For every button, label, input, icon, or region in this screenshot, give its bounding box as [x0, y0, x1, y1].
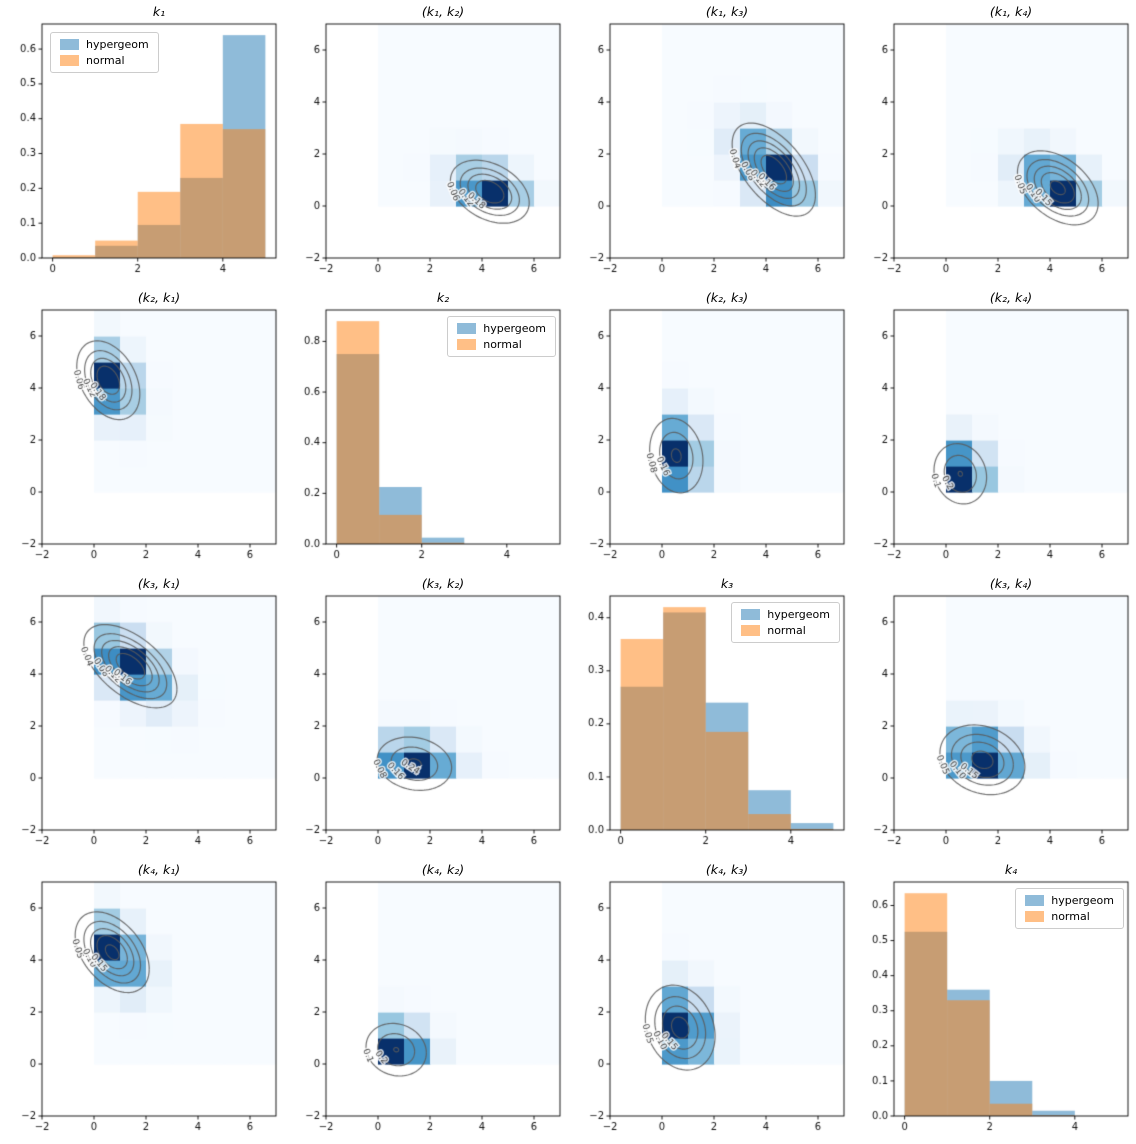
plot-canvas-k3-k4 — [852, 572, 1136, 858]
plot-title-k4-k2: (k₄, k₂) — [421, 862, 465, 877]
plot-title-k1-k3: (k₁, k₃) — [705, 4, 749, 19]
subplot-k4-k1: (k₄, k₁) — [0, 858, 284, 1144]
legend-swatch-hypergeom — [60, 39, 79, 50]
subplot-k2-k3: (k₂, k₃) — [568, 286, 852, 572]
subplot-k4: k₄ hypergeom normal — [852, 858, 1136, 1144]
plot-title-k2-k3: (k₂, k₃) — [705, 290, 749, 305]
subplot-k4-k2: (k₄, k₂) — [284, 858, 568, 1144]
plot-title-k2-k4: (k₂, k₄) — [989, 290, 1033, 305]
plot-title-k1-k4: (k₁, k₄) — [989, 4, 1033, 19]
legend-label-normal: normal — [86, 54, 125, 67]
subplot-k2: k₂ hypergeom normal — [284, 286, 568, 572]
plot-title-k4: k₄ — [1004, 862, 1018, 877]
legend-label-hypergeom: hypergeom — [483, 322, 546, 335]
legend-label-hypergeom: hypergeom — [1051, 894, 1114, 907]
plot-title-k4-k1: (k₄, k₁) — [137, 862, 181, 877]
subplot-k3-k1: (k₃, k₁) — [0, 572, 284, 858]
legend-item-normal: normal — [741, 624, 830, 637]
legend-item-hypergeom: hypergeom — [1025, 894, 1114, 907]
plot-canvas-k3-k1 — [0, 572, 284, 858]
legend-swatch-hypergeom — [1025, 895, 1045, 906]
legend-swatch-normal — [1025, 911, 1045, 922]
legend-swatch-normal — [60, 55, 79, 66]
subplot-k4-k3: (k₄, k₃) — [568, 858, 852, 1144]
legend-item-hypergeom: hypergeom — [457, 322, 546, 335]
legend-swatch-hypergeom — [457, 323, 477, 334]
plot-canvas-k2-k1 — [0, 286, 284, 572]
legend-k2: hypergeom normal — [447, 316, 556, 357]
legend-item-hypergeom: hypergeom — [741, 608, 830, 621]
subplot-k1: k₁ hypergeom normal — [0, 0, 284, 286]
plot-title-k4-k3: (k₄, k₃) — [705, 862, 749, 877]
legend-item-normal: normal — [1025, 910, 1114, 923]
legend-swatch-normal — [741, 625, 761, 636]
plot-title-k2-k1: (k₂, k₁) — [137, 290, 181, 305]
legend-label-normal: normal — [1051, 910, 1090, 923]
plot-canvas-k1-k3 — [568, 0, 852, 286]
legend-label-hypergeom: hypergeom — [86, 38, 149, 51]
legend-label-normal: normal — [483, 338, 522, 351]
plot-title-k2: k₂ — [436, 290, 450, 305]
subplot-k1-k4: (k₁, k₄) — [852, 0, 1136, 286]
plot-title-k3-k1: (k₃, k₁) — [137, 576, 181, 591]
subplot-k1-k2: (k₁, k₂) — [284, 0, 568, 286]
legend-swatch-normal — [457, 339, 477, 350]
legend-label-normal: normal — [767, 624, 806, 637]
subplot-k2-k4: (k₂, k₄) — [852, 286, 1136, 572]
plot-canvas-k3-k2 — [284, 572, 568, 858]
subplot-k3-k4: (k₃, k₄) — [852, 572, 1136, 858]
subplot-k2-k1: (k₂, k₁) — [0, 286, 284, 572]
plot-title-k3-k2: (k₃, k₂) — [421, 576, 465, 591]
plot-title-k1: k₁ — [152, 4, 166, 19]
subplot-k3-k2: (k₃, k₂) — [284, 572, 568, 858]
plot-canvas-k4-k2 — [284, 858, 568, 1144]
plot-canvas-k4-k1 — [0, 858, 284, 1144]
plot-canvas-k2-k4 — [852, 286, 1136, 572]
legend-item-normal: normal — [60, 54, 149, 67]
plot-canvas-k4-k3 — [568, 858, 852, 1144]
subplot-k1-k3: (k₁, k₃) — [568, 0, 852, 286]
plot-canvas-k1-k4 — [852, 0, 1136, 286]
legend-item-normal: normal — [457, 338, 546, 351]
legend-k3: hypergeom normal — [731, 602, 840, 643]
plot-canvas-k1-k2 — [284, 0, 568, 286]
plot-canvas-k2-k3 — [568, 286, 852, 572]
legend-swatch-hypergeom — [741, 609, 761, 620]
legend-k4: hypergeom normal — [1015, 888, 1124, 929]
plot-title-k3-k4: (k₃, k₄) — [989, 576, 1033, 591]
plot-title-k1-k2: (k₁, k₂) — [421, 4, 465, 19]
legend-k1: hypergeom normal — [50, 32, 159, 73]
legend-label-hypergeom: hypergeom — [767, 608, 830, 621]
subplot-k3: k₃ hypergeom normal — [568, 572, 852, 858]
legend-item-hypergeom: hypergeom — [60, 38, 149, 51]
plot-title-k3: k₃ — [720, 576, 734, 591]
